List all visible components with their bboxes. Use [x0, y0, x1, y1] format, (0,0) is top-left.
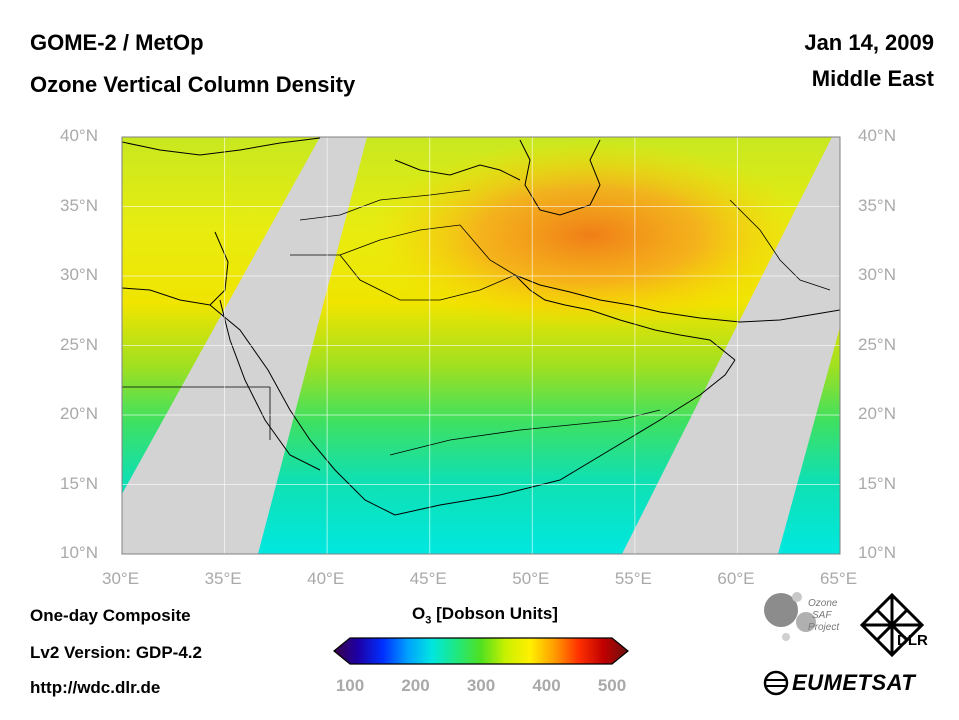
- colorbar-tick-label: 100: [335, 676, 365, 695]
- map-frame: [121, 136, 841, 555]
- longitude-label: 40°E: [307, 569, 345, 588]
- red-sea-east-coast: [209, 304, 396, 516]
- latitude-label-left: 15°N: [60, 473, 98, 493]
- saf-line-1: Ozone: [808, 598, 838, 609]
- colorbar-title: O3 [Dobson Units]: [340, 604, 630, 626]
- longitude-label: 60°E: [717, 569, 755, 588]
- colorbar: [333, 637, 629, 665]
- red-sea-west-coast: [219, 299, 321, 471]
- title-line-2: Ozone Vertical Column Density: [30, 72, 356, 97]
- latitude-label-right: 35°N: [858, 195, 896, 215]
- graticule: [122, 137, 840, 554]
- longitude-label: 35°E: [204, 569, 242, 588]
- map-area: [122, 137, 840, 554]
- saf-tiny-circle-icon: [782, 633, 790, 641]
- url-link[interactable]: http://wdc.dlr.de: [30, 678, 161, 697]
- colorbar-tick-label: 200: [401, 676, 430, 695]
- longitude-label: 50°E: [512, 569, 550, 588]
- latitude-label-right: 25°N: [858, 334, 896, 354]
- latitude-label-left: 40°N: [60, 126, 98, 145]
- mediterranean-coast: [122, 137, 321, 156]
- composite-label: One-day Composite: [30, 606, 191, 625]
- afghan-border: [729, 199, 831, 291]
- colorbar-tick-label: 400: [532, 676, 561, 695]
- saf-large-circle-icon: [764, 593, 798, 627]
- title-line-1: GOME-2 / MetOp: [30, 30, 204, 55]
- latitude-label-left: 30°N: [60, 265, 98, 284]
- ozone-saf-logo: [764, 592, 816, 641]
- latitude-label-left: 20°N: [60, 404, 98, 423]
- latitude-label-right: 20°N: [858, 404, 896, 423]
- saf-small-circle-icon: [792, 592, 802, 602]
- saf-logo-text: Ozone SAF Project: [808, 598, 839, 634]
- colorbar-title-subscript: 3: [425, 614, 432, 627]
- caspian-coast: [394, 159, 521, 181]
- colorbar-tick-label: 500: [597, 676, 627, 695]
- saf-line-2: SAF: [812, 610, 832, 621]
- region-label: Middle East: [811, 66, 934, 91]
- longitude-label: 45°E: [409, 569, 447, 588]
- caspian-sea: [519, 139, 601, 216]
- ozone-maximum-region: [370, 140, 810, 330]
- version-label: Lv2 Version: GDP-4.2: [30, 643, 202, 662]
- saf-line-3: Project: [808, 622, 840, 633]
- colorbar-title-unit: [Dobson Units]: [431, 604, 558, 623]
- latitude-label-left: 10°N: [60, 543, 98, 562]
- latitude-label-left: 25°N: [60, 334, 98, 354]
- latitude-label-left: 35°N: [60, 195, 98, 215]
- eumetsat-logo-icon: [763, 670, 789, 696]
- eumetsat-logo-text: EUMETSAT: [792, 670, 916, 695]
- longitude-label: 30°E: [102, 569, 140, 588]
- dlr-logo-icon: [859, 592, 925, 658]
- date-label: Jan 14, 2009: [804, 30, 934, 55]
- saf-medium-circle-icon: [796, 612, 816, 632]
- country-borders: [122, 189, 831, 456]
- arabian-south-coast: [394, 359, 736, 516]
- latitude-label-right: 30°N: [858, 265, 896, 284]
- colorbar-tick-label: 300: [466, 676, 496, 695]
- longitude-label: 55°E: [614, 569, 652, 588]
- colorbar-title-prefix: O: [412, 604, 426, 623]
- yemen-border: [389, 409, 661, 456]
- latitude-label-right: 10°N: [858, 543, 896, 562]
- iran-coast: [514, 274, 840, 323]
- gulf-coast: [514, 274, 736, 361]
- latitude-label-right: 15°N: [858, 473, 896, 493]
- longitude-label: 65°E: [820, 569, 858, 588]
- latitude-label-right: 40°N: [858, 126, 896, 145]
- coastlines: [122, 137, 840, 516]
- colorbar-body: [333, 637, 629, 665]
- dlr-logo-text: DLR: [897, 632, 928, 649]
